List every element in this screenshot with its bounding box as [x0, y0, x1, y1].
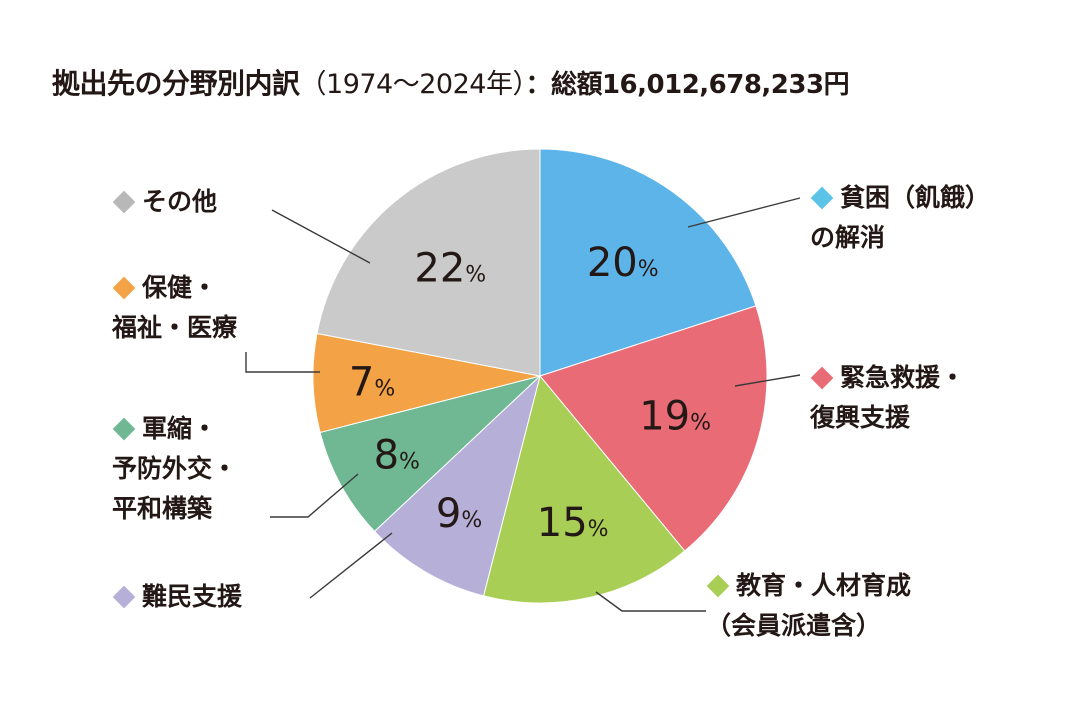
leader-line-health — [245, 352, 320, 373]
category-label-line: 緊急救援・ — [810, 358, 965, 398]
leader-line-peace — [270, 473, 359, 518]
category-label-line: 難民支援 — [112, 577, 242, 617]
leader-line-emergency — [734, 374, 801, 387]
category-label-line: 平和構築 — [112, 494, 213, 523]
category-label-line: 軍縮・ — [112, 409, 237, 449]
category-label-health: 保健・ 福祉・医療 — [112, 268, 237, 348]
category-label-line: その他 — [112, 182, 217, 222]
category-label-emergency: 緊急救援・ 復興支援 — [810, 358, 965, 438]
category-label-line: の解消 — [810, 223, 886, 252]
pct-label-refugee: 9% — [436, 491, 482, 537]
pct-label-peace: 8% — [374, 433, 420, 479]
pie-slice-other — [316, 148, 541, 377]
diamond-marker-icon — [112, 276, 136, 299]
pie-slices — [312, 148, 768, 604]
diamond-marker-icon — [810, 186, 834, 209]
category-label-refugee: 難民支援 — [112, 577, 242, 617]
diamond-marker-icon — [810, 366, 834, 389]
category-label-line: 復興支援 — [810, 403, 911, 432]
title-period: （1974～2024年） — [299, 69, 526, 100]
category-label-line: 保健・ — [112, 268, 237, 308]
pie-slice-poverty — [539, 148, 757, 377]
pie-slice-peace — [319, 375, 541, 533]
category-label-line: （会員派遣含） — [706, 611, 882, 640]
title-main: 拠出先の分野別内訳 — [52, 67, 300, 100]
pct-label-emergency: 19% — [639, 393, 711, 439]
diamond-marker-icon — [112, 190, 136, 213]
category-label-line: 福祉・医療 — [112, 313, 238, 342]
category-label-peace: 軍縮・予防外交・平和構築 — [112, 409, 237, 529]
category-label-education: 教育・人材育成 （会員派遣含） — [706, 566, 911, 646]
diamond-marker-icon — [112, 585, 136, 608]
title-total: ：総額16,012,678,233円 — [525, 70, 850, 100]
pct-label-poverty: 20% — [587, 240, 659, 286]
category-label-poverty: 貧困（飢餓） の解消 — [810, 178, 990, 258]
pie-slice-education — [482, 374, 686, 604]
category-label-line: 貧困（飢餓） — [810, 178, 990, 218]
pie-slice-emergency — [539, 305, 768, 552]
pct-label-other: 22% — [414, 246, 486, 292]
chart-title: 拠出先の分野別内訳（1974～2024年）：総額16,012,678,233円 — [52, 62, 850, 102]
category-label-other: その他 — [112, 182, 217, 222]
diamond-marker-icon — [706, 574, 730, 597]
percentage-labels: 20% 19% 15% 9% 8% 7% 22% — [349, 240, 711, 546]
leader-line-poverty — [687, 197, 801, 228]
category-label-line: 教育・人材育成 — [706, 566, 911, 606]
diamond-marker-icon — [112, 417, 136, 440]
pct-label-education: 15% — [537, 500, 609, 546]
leader-lines — [245, 197, 801, 612]
category-label-line: 予防外交・ — [112, 454, 238, 483]
leader-line-other — [271, 209, 371, 264]
leader-line-education — [595, 591, 706, 612]
leader-line-refugee — [309, 532, 393, 599]
pie-slice-refugee — [373, 374, 541, 597]
pct-label-health: 7% — [349, 359, 395, 405]
